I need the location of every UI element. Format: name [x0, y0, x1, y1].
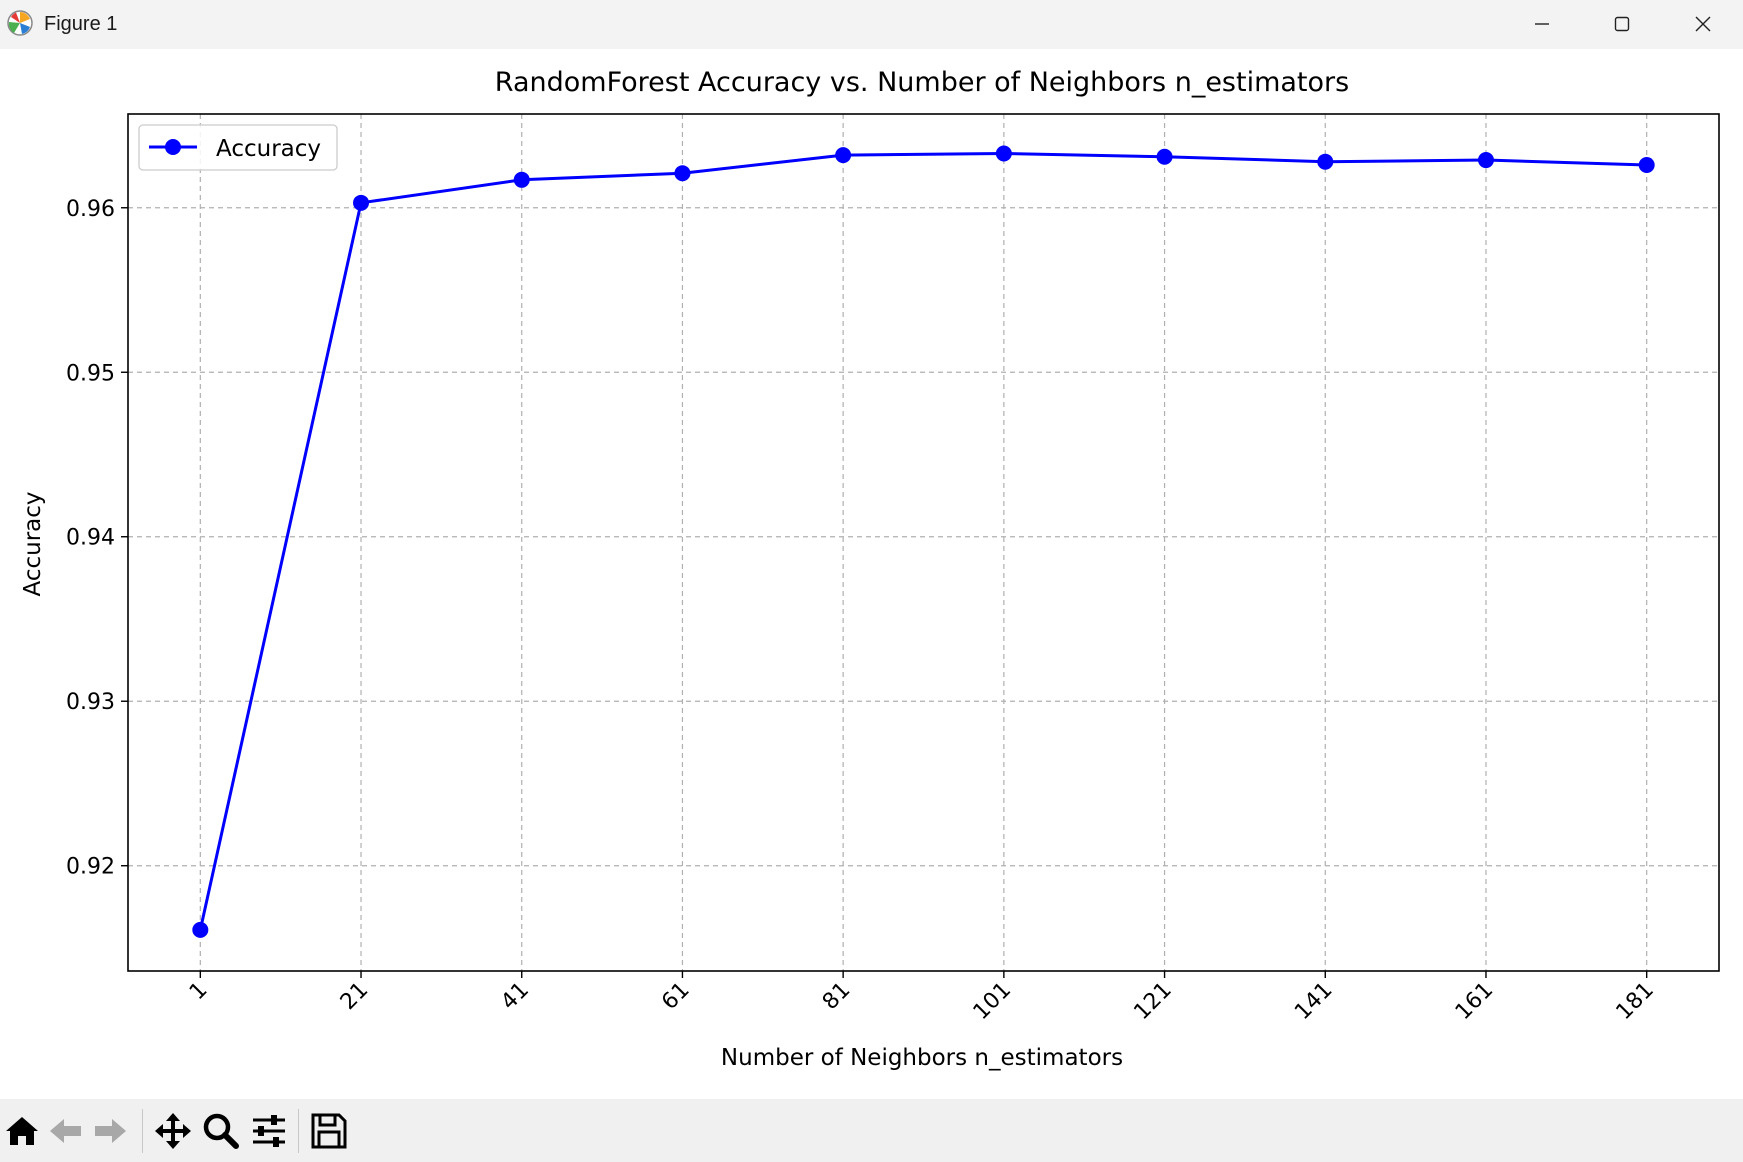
forward-arrow-icon [95, 1119, 126, 1143]
navigation-toolbar [0, 1099, 1743, 1162]
accuracy-line [198, 151, 1647, 931]
accuracy-point [1317, 153, 1334, 170]
x-tick-label: 81 [818, 978, 855, 1015]
minimize-icon [1535, 23, 1549, 25]
x-tick-label: 21 [336, 978, 373, 1015]
data-series [192, 145, 1655, 938]
maximize-button[interactable] [1582, 0, 1662, 49]
x-tick-label: 1 [185, 978, 213, 1006]
x-axis-label: Number of Neighbors n_estimators [721, 1045, 1123, 1071]
zoom-button[interactable] [201, 1111, 241, 1151]
back-arrow-icon [50, 1119, 81, 1143]
back-button[interactable] [46, 1111, 86, 1151]
close-button[interactable] [1663, 0, 1743, 49]
x-tick-label: 41 [496, 978, 533, 1015]
toolbar-separator [142, 1109, 143, 1153]
accuracy-point [192, 921, 209, 938]
matplotlib-icon [7, 10, 33, 36]
forward-button[interactable] [90, 1111, 130, 1151]
x-tick-label: 161 [1451, 978, 1498, 1025]
accuracy-point [995, 145, 1012, 162]
close-icon [1695, 16, 1711, 32]
configure-subplots-icon [253, 1115, 285, 1147]
window-titlebar: Figure 1 [0, 0, 1743, 49]
x-tick-label: 61 [657, 978, 694, 1015]
x-tick-label: 101 [969, 978, 1016, 1025]
y-tick-label: 0.96 [66, 197, 115, 222]
window-title: Figure 1 [44, 13, 118, 35]
legend-label: Accuracy [216, 136, 321, 162]
legend: Accuracy [138, 124, 338, 171]
tick-marks: 1 21 41 61 81 101 121 141 161 1810.920.930.940.95… [66, 197, 1659, 1025]
accuracy-point [1638, 156, 1655, 173]
x-tick-label: 181 [1612, 978, 1659, 1025]
configure-subplots-button[interactable] [249, 1111, 289, 1151]
x-tick-label: 141 [1290, 978, 1337, 1025]
accuracy-point [674, 165, 691, 182]
save-button[interactable] [309, 1111, 349, 1151]
home-icon [6, 1117, 38, 1145]
zoom-magnifier-icon [203, 1113, 239, 1149]
accuracy-point [513, 171, 530, 188]
accuracy-point [1477, 152, 1494, 169]
chart-title: RandomForest Accuracy vs. Number of Neig… [495, 67, 1349, 98]
home-button[interactable] [2, 1111, 42, 1151]
save-floppy-icon [311, 1113, 347, 1149]
x-tick-label: 121 [1129, 978, 1176, 1025]
pan-move-icon [155, 1113, 191, 1149]
minimize-button[interactable] [1502, 0, 1582, 49]
accuracy-point [1156, 148, 1173, 165]
accuracy-point [835, 147, 852, 164]
legend-marker [165, 139, 181, 155]
axes-frame [127, 113, 1720, 972]
maximize-icon [1614, 16, 1630, 32]
figure-canvas[interactable]: 1 21 41 61 81 101 121 141 161 181 0.92 0.93 0.94 0.95… [0, 49, 1743, 1099]
y-tick-label: 0.93 [66, 690, 115, 715]
legend-box [138, 124, 338, 171]
toolbar-separator [298, 1109, 299, 1153]
pan-button[interactable] [153, 1111, 193, 1151]
grid-lines [128, 114, 1719, 971]
accuracy-point [353, 194, 370, 211]
line-chart: 1 21 41 61 81 101 121 141 161 1810.920.930.940.95… [20, 67, 1720, 1071]
y-tick-label: 0.94 [66, 526, 115, 551]
y-tick-label: 0.95 [66, 361, 115, 386]
y-axis-label: Accuracy [20, 491, 46, 596]
y-tick-label: 0.92 [66, 855, 115, 880]
